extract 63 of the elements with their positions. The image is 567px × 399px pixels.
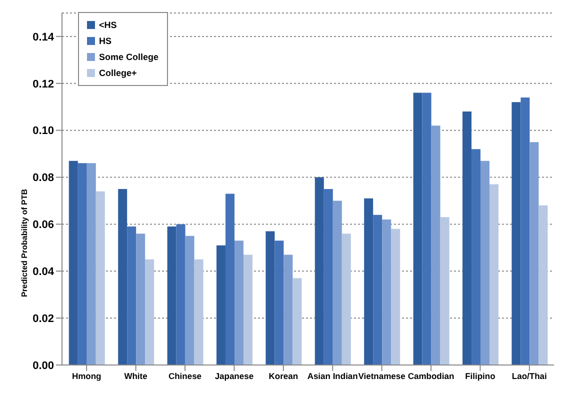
bar: [530, 142, 539, 365]
bar: [243, 254, 252, 365]
y-tick-label: 0.08: [32, 172, 54, 184]
y-tick-label: 0.12: [32, 78, 54, 90]
bar: [489, 184, 498, 365]
bar: [520, 97, 530, 365]
x-tick-label: White: [124, 371, 148, 382]
bar: [136, 234, 146, 365]
bar: [373, 214, 382, 365]
y-tick-label: 0.02: [32, 312, 54, 325]
bar: [194, 259, 204, 365]
bar: [167, 226, 176, 365]
y-tick-label: 0.00: [32, 360, 54, 372]
x-tick-label: Vietnamese: [358, 371, 406, 382]
legend-label: HS: [99, 35, 112, 48]
bar: [364, 198, 374, 365]
y-tick-label: 0.06: [32, 219, 54, 232]
bar: [538, 205, 548, 365]
bar: [324, 189, 333, 365]
x-tick-label: Lao/Thai: [512, 371, 547, 382]
legend-label: <HS: [99, 19, 117, 32]
bar: [471, 149, 480, 365]
bar: [440, 217, 450, 365]
bar: [225, 194, 234, 365]
y-axis-title: Predicted Probability of PTB: [20, 188, 29, 298]
bar: [274, 240, 284, 365]
bar: [68, 160, 78, 365]
bar: [480, 160, 490, 365]
bar: [127, 226, 136, 365]
bar: [118, 189, 128, 365]
bar: [176, 224, 186, 365]
bar: [185, 236, 194, 365]
y-tick-label: 0.10: [32, 125, 54, 138]
bar: [216, 245, 226, 365]
bar: [512, 102, 521, 365]
x-tick-label: Asian Indian: [307, 371, 358, 382]
bar: [266, 231, 275, 365]
bar: [391, 228, 400, 365]
y-tick-label: 0.04: [32, 266, 55, 278]
bar: [314, 177, 324, 365]
bar: [145, 259, 154, 365]
bar: [382, 220, 392, 365]
x-tick-label: Japanese: [214, 371, 254, 382]
bar: [422, 92, 432, 365]
bar: [413, 92, 422, 365]
x-tick-label: Cambodian: [408, 371, 454, 382]
bar: [292, 278, 302, 365]
bar: [462, 112, 472, 365]
bar: [86, 163, 96, 365]
bar: [78, 163, 87, 365]
bar: [431, 126, 440, 365]
legend-label: Some College: [99, 51, 159, 64]
bar: [96, 191, 105, 365]
x-tick-label: Chinese: [168, 371, 202, 382]
y-tick-label: 0.14: [32, 31, 55, 44]
bar: [342, 234, 351, 365]
bar: [284, 254, 293, 365]
x-tick-label: Filipino: [465, 371, 496, 382]
x-tick-label: Hmong: [72, 371, 102, 382]
x-tick-label: Korean: [268, 371, 298, 382]
legend-label: College+: [99, 67, 137, 80]
bar: [234, 240, 244, 365]
bar: [332, 200, 342, 365]
